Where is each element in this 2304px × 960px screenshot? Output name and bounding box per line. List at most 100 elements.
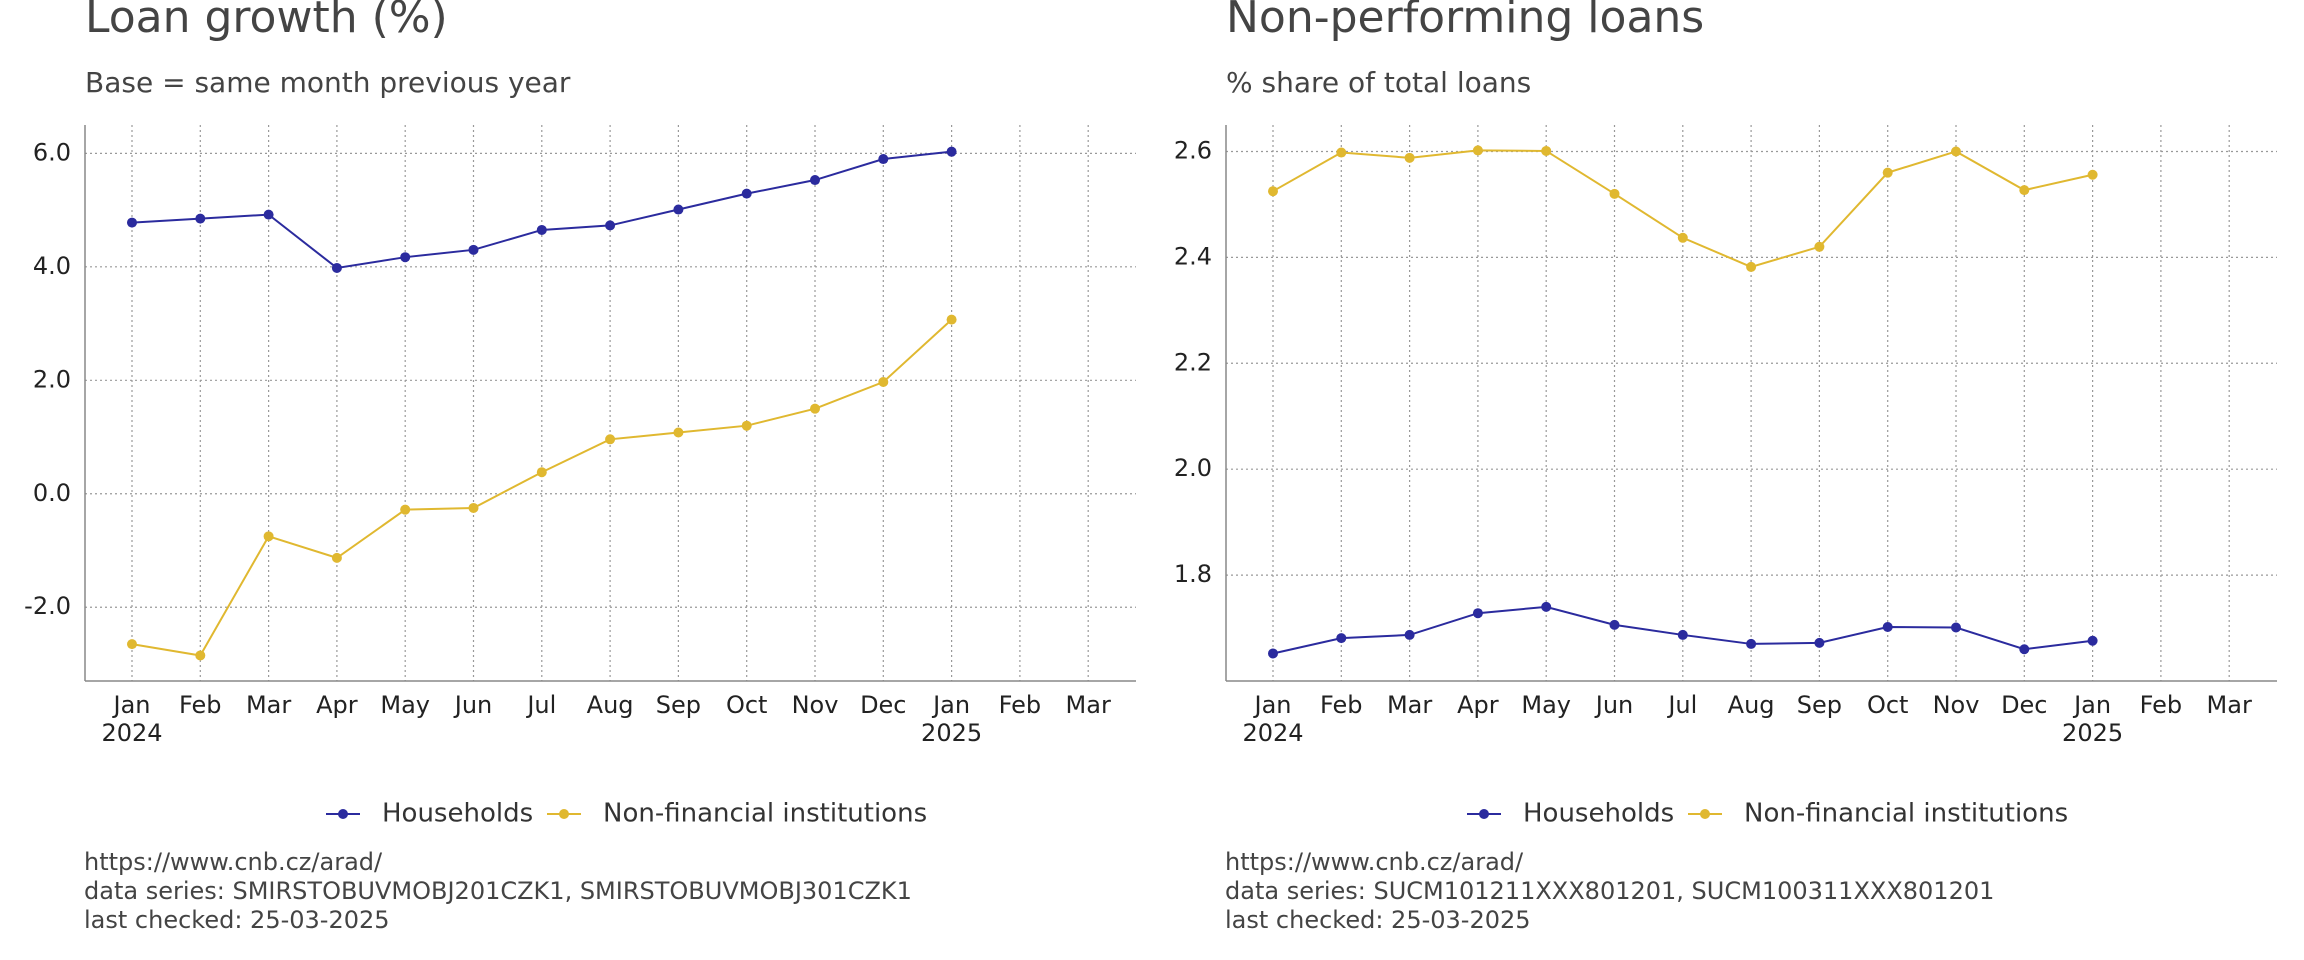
x-tick-label: Sep: [1797, 691, 1842, 719]
data-point: [1541, 601, 1552, 612]
data-point: [331, 552, 342, 563]
data-point: [1336, 147, 1347, 158]
y-tick-label: 4.0: [33, 252, 71, 280]
y-tick-label: 0.0: [33, 479, 71, 507]
y-tick-label: 2.6: [1174, 136, 1212, 164]
x-tick-label: Mar: [246, 691, 291, 719]
x-tick-label: Dec: [860, 691, 906, 719]
y-tick-label: 1.8: [1174, 560, 1212, 588]
data-point: [195, 650, 206, 661]
data-point: [1404, 629, 1415, 640]
data-point: [673, 204, 684, 215]
x-tick-label: Feb: [2140, 691, 2183, 719]
x-tick-label: Nov: [1933, 691, 1980, 719]
x-tick-label: Jul: [1666, 691, 1697, 719]
legend-label: Non-financial institutions: [603, 799, 927, 829]
data-point: [536, 467, 547, 478]
data-point: [1746, 261, 1757, 272]
data-point: [1951, 622, 1961, 633]
x-tick-label: May: [380, 691, 430, 719]
source-note: data series: SUCM101211XXX801201, SUCM10…: [1225, 877, 1994, 905]
data-point: [673, 427, 684, 438]
source-note: last checked: 25-03-2025: [84, 906, 390, 934]
x-tick-label: Jul: [525, 691, 556, 719]
data-point: [1472, 145, 1483, 156]
source-note: last checked: 25-03-2025: [1225, 906, 1531, 934]
chart-title: Non-performing loans: [1226, 0, 1704, 43]
x-tick-label: Jun: [1594, 691, 1634, 719]
data-point: [1541, 145, 1552, 156]
x-tick-label: Feb: [1320, 691, 1363, 719]
data-point: [1882, 621, 1893, 632]
y-tick-label: 2.4: [1174, 242, 1212, 270]
data-point: [1746, 638, 1757, 649]
legend-marker: [559, 809, 569, 819]
data-point: [1677, 629, 1688, 640]
data-point: [2087, 169, 2098, 180]
data-point: [741, 420, 752, 431]
series-line: [1272, 149, 2093, 268]
y-tick-label: 2.2: [1174, 348, 1212, 376]
x-tick-label: Aug: [1728, 691, 1775, 719]
data-point: [127, 639, 137, 650]
data-point: [810, 175, 820, 186]
data-point: [1404, 152, 1415, 163]
x-tick-label: Mar: [1387, 691, 1432, 719]
data-point: [400, 504, 411, 515]
y-tick-label: 2.0: [1174, 454, 1212, 482]
data-point: [468, 502, 479, 513]
chart-title: Loan growth (%): [85, 0, 448, 43]
x-tick-label: Oct: [726, 691, 768, 719]
x-tick-label: Nov: [792, 691, 839, 719]
source-note: https://www.cnb.cz/arad/: [84, 848, 383, 876]
data-point: [1814, 241, 1825, 252]
x-tick-label: Jun: [453, 691, 493, 719]
chart-subtitle: % share of total loans: [1226, 66, 1531, 99]
data-point: [1951, 146, 1961, 157]
y-tick-label: 2.0: [33, 365, 71, 393]
data-point: [2019, 185, 2030, 196]
data-point: [1882, 167, 1893, 178]
y-tick-label: 6.0: [33, 138, 71, 166]
data-point: [605, 220, 616, 231]
data-point: [605, 434, 616, 445]
data-point: [878, 154, 889, 165]
data-point: [1814, 637, 1825, 648]
data-point: [1268, 186, 1278, 197]
data-point: [263, 531, 274, 542]
source-note: data series: SMIRSTOBUVMOBJ201CZK1, SMIR…: [84, 877, 912, 905]
data-point: [810, 403, 820, 414]
data-point: [2019, 644, 2030, 655]
x-tick-label: Jan 2024: [101, 691, 162, 747]
data-point: [1677, 232, 1688, 243]
chart-subtitle: Base = same month previous year: [85, 66, 571, 99]
y-tick-label: -2.0: [24, 592, 71, 620]
x-tick-label: May: [1521, 691, 1571, 719]
x-tick-label: Jan 2025: [921, 691, 982, 747]
data-point: [1472, 608, 1483, 619]
legend-label: Households: [1523, 799, 1674, 829]
data-point: [946, 314, 957, 325]
x-tick-label: Apr: [1457, 691, 1499, 719]
x-tick-label: Aug: [587, 691, 634, 719]
data-point: [127, 217, 137, 228]
legend-marker: [338, 809, 348, 819]
data-point: [331, 262, 342, 273]
x-tick-label: Jan 2025: [2062, 691, 2123, 747]
x-tick-label: Mar: [1066, 691, 1111, 719]
data-point: [263, 209, 274, 220]
x-tick-label: Mar: [2207, 691, 2252, 719]
x-tick-label: Oct: [1867, 691, 1909, 719]
data-point: [400, 252, 411, 263]
data-point: [1268, 648, 1278, 659]
x-tick-label: Jan 2024: [1242, 691, 1303, 747]
x-tick-label: Apr: [316, 691, 358, 719]
data-point: [1609, 188, 1620, 199]
data-point: [1336, 633, 1347, 644]
legend-marker: [1479, 809, 1489, 819]
source-note: https://www.cnb.cz/arad/: [1225, 848, 1524, 876]
data-point: [946, 146, 957, 157]
x-tick-label: Dec: [2001, 691, 2047, 719]
data-point: [878, 377, 889, 388]
